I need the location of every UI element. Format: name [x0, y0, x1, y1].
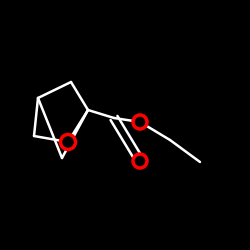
- Circle shape: [133, 154, 147, 168]
- Circle shape: [133, 115, 147, 129]
- Circle shape: [60, 134, 76, 150]
